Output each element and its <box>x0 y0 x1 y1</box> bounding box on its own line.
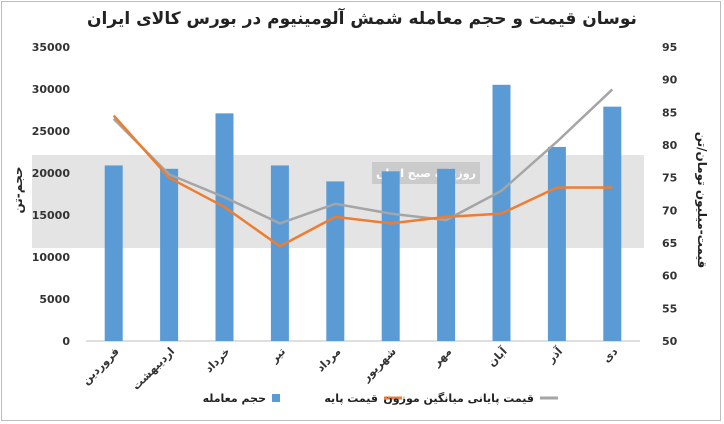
bar <box>603 106 622 341</box>
y-left-tick-label: 20000 <box>32 167 71 180</box>
y-left-tick-label: 25000 <box>32 125 71 138</box>
category-label: اردیبهشت <box>130 345 178 393</box>
category-label: خرداد <box>202 345 232 375</box>
legend-label: قیمت پایه <box>324 392 378 405</box>
y-right-tick-label: 55 <box>662 302 677 315</box>
bar <box>547 146 566 341</box>
y-right-tick-label: 75 <box>662 172 677 185</box>
y-left-tick-label: 15000 <box>32 209 71 222</box>
category-label: فروردین <box>79 345 121 387</box>
bar <box>160 168 179 341</box>
y-right-tick-label: 60 <box>662 270 678 283</box>
y-right-tick-label: 85 <box>662 106 677 119</box>
legend-label: حجم معامله <box>203 392 266 405</box>
y-right-tick-label: 95 <box>662 41 677 54</box>
y-left-tick-label: 30000 <box>32 83 71 96</box>
bar-series <box>104 84 622 342</box>
category-label: آذر <box>543 344 565 366</box>
category-label: مرداد <box>314 345 343 374</box>
bar <box>437 168 456 341</box>
category-label: دی <box>600 345 621 366</box>
bar <box>270 165 289 341</box>
bar <box>326 181 345 341</box>
y-right-tick-label: 50 <box>662 335 678 348</box>
category-label: آبان <box>485 344 510 369</box>
y-left-tick-label: 5000 <box>39 293 70 306</box>
y-right-tick-label: 65 <box>662 237 677 250</box>
category-label: شهریور <box>359 345 399 385</box>
line-series <box>112 88 614 248</box>
y-left-tick-label: 10000 <box>32 251 71 264</box>
y-axis-right-ticks: 95 90 85 80 75 70 65 60 55 50 <box>662 41 678 348</box>
y-right-tick-label: 80 <box>662 139 678 152</box>
bar <box>104 165 123 341</box>
category-label: تیر <box>267 345 288 366</box>
bar <box>381 171 400 341</box>
y-axis-left-ticks: 35000 30000 25000 20000 15000 10000 5000 0 <box>32 41 71 348</box>
series-line <box>112 88 614 225</box>
bar <box>215 113 234 341</box>
y-axis-right-label: قیمت-میلیون تومان/تن <box>694 132 709 268</box>
y-right-tick-label: 70 <box>662 204 678 217</box>
y-left-tick-label: 0 <box>62 335 70 348</box>
legend-label: قیمت پایانی میانگین موزون <box>383 392 534 405</box>
x-axis-categories: فروردین اردیبهشت خرداد تیر مرداد شهریور مهر آبا… <box>79 344 620 393</box>
series-line <box>112 114 613 248</box>
legend: حجم معامله قیمت پایه قیمت پایانی میانگین م… <box>203 392 558 405</box>
y-left-tick-label: 35000 <box>32 41 71 54</box>
y-right-tick-label: 90 <box>662 74 678 87</box>
y-axis-left-label: حجم-تن <box>11 167 25 214</box>
legend-swatch-bar <box>272 394 280 402</box>
category-label: مهر <box>430 345 455 370</box>
chart-title: نوسان قیمت و حجم معامله شمش آلومینیوم در… <box>87 7 637 29</box>
